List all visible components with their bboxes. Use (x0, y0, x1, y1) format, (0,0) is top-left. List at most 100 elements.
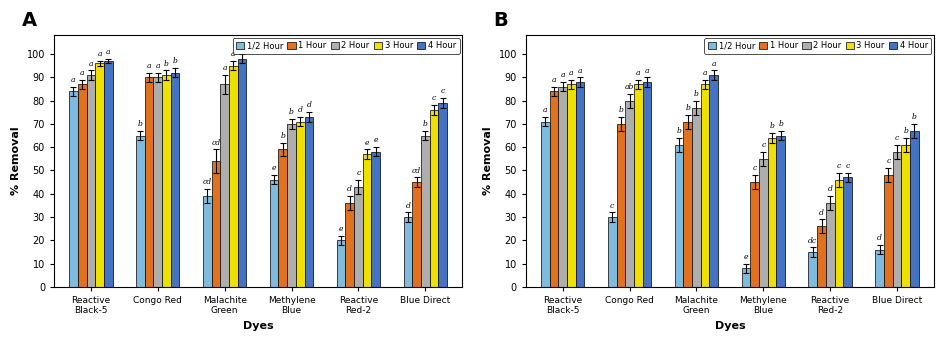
Bar (691, 108, 700, 287)
Text: a: a (560, 71, 565, 79)
Bar (674, 145, 683, 287)
Text: a: a (156, 62, 160, 70)
X-axis label: Dyes: Dyes (714, 321, 745, 331)
Bar (87, 75, 95, 287)
Bar (758, 159, 767, 287)
Text: e: e (338, 225, 343, 233)
Text: c: c (610, 201, 614, 210)
Text: c: c (751, 164, 756, 172)
Bar (825, 203, 834, 287)
Text: c: c (431, 94, 435, 103)
Text: b: b (173, 57, 177, 65)
Text: a: a (702, 69, 707, 77)
Bar (776, 135, 784, 287)
Text: d: d (297, 106, 302, 114)
Legend: 1/2 Hour, 1 Hour, 2 Hour, 3 Hour, 4 Hour: 1/2 Hour, 1 Hour, 2 Hour, 3 Hour, 4 Hour (232, 38, 459, 54)
Text: e: e (743, 253, 748, 261)
Text: b: b (778, 120, 783, 128)
Bar (909, 131, 918, 287)
Bar (153, 77, 162, 287)
Bar (767, 138, 776, 287)
Text: ab: ab (624, 83, 633, 91)
Bar (295, 121, 304, 287)
Text: e: e (272, 164, 276, 172)
Text: b: b (138, 120, 143, 128)
Bar (304, 117, 312, 287)
Text: a: a (89, 60, 93, 67)
Bar (892, 152, 901, 287)
Bar (211, 161, 220, 287)
Bar (901, 145, 909, 287)
Bar (625, 101, 633, 287)
Bar (633, 84, 642, 287)
Bar (874, 250, 884, 287)
Bar (642, 82, 650, 287)
Bar (278, 149, 287, 287)
Y-axis label: % Removal: % Removal (11, 127, 21, 196)
Bar (238, 59, 246, 287)
Bar (884, 175, 892, 287)
Bar (540, 121, 549, 287)
Bar (566, 84, 575, 287)
Text: b: b (422, 120, 428, 128)
Bar (607, 217, 615, 287)
Text: b: b (164, 60, 169, 67)
Text: b: b (768, 122, 774, 130)
Text: a: a (568, 69, 573, 77)
Text: cd: cd (202, 178, 211, 186)
Text: c: c (885, 157, 889, 165)
Text: c: c (835, 162, 840, 170)
Text: A: A (22, 11, 37, 30)
Text: a: a (97, 50, 102, 58)
Text: b: b (289, 108, 294, 116)
Bar (683, 121, 691, 287)
Text: b: b (911, 113, 916, 121)
Text: a: a (635, 69, 640, 77)
Bar (162, 75, 171, 287)
Bar (203, 196, 211, 287)
Text: d: d (405, 201, 410, 210)
Bar (412, 182, 420, 287)
Bar (144, 77, 153, 287)
Text: b: b (902, 127, 907, 135)
Text: a: a (551, 76, 556, 84)
Bar (371, 152, 379, 287)
Text: c: c (761, 141, 765, 149)
Bar (817, 226, 825, 287)
Text: d: d (306, 102, 311, 109)
Text: a: a (644, 66, 649, 75)
Text: d: d (346, 185, 352, 193)
Bar (575, 82, 583, 287)
Text: d: d (827, 185, 832, 193)
Bar (104, 61, 112, 287)
Bar (287, 124, 295, 287)
Text: b: b (693, 90, 699, 98)
Text: a: a (146, 62, 151, 70)
Text: a: a (71, 76, 76, 84)
X-axis label: Dyes: Dyes (243, 321, 273, 331)
Text: b: b (676, 127, 681, 135)
Bar (700, 84, 709, 287)
Text: a: a (106, 48, 110, 56)
Text: a: a (577, 66, 582, 75)
Bar (549, 91, 558, 287)
Text: b: b (684, 104, 689, 112)
Bar (741, 268, 750, 287)
Text: cd: cd (412, 167, 421, 175)
Bar (345, 203, 354, 287)
Text: c: c (894, 134, 899, 142)
Bar (558, 87, 566, 287)
Text: a: a (80, 69, 84, 77)
Y-axis label: % Removal: % Removal (482, 127, 493, 196)
Bar (269, 180, 278, 287)
Bar (69, 91, 77, 287)
Bar (750, 182, 758, 287)
Text: a: a (231, 50, 235, 58)
Text: e: e (373, 136, 378, 144)
Bar (354, 187, 362, 287)
Text: e: e (364, 139, 369, 147)
Text: a: a (543, 106, 547, 114)
Bar (136, 135, 144, 287)
Text: cd: cd (211, 139, 220, 147)
Bar (420, 135, 430, 287)
